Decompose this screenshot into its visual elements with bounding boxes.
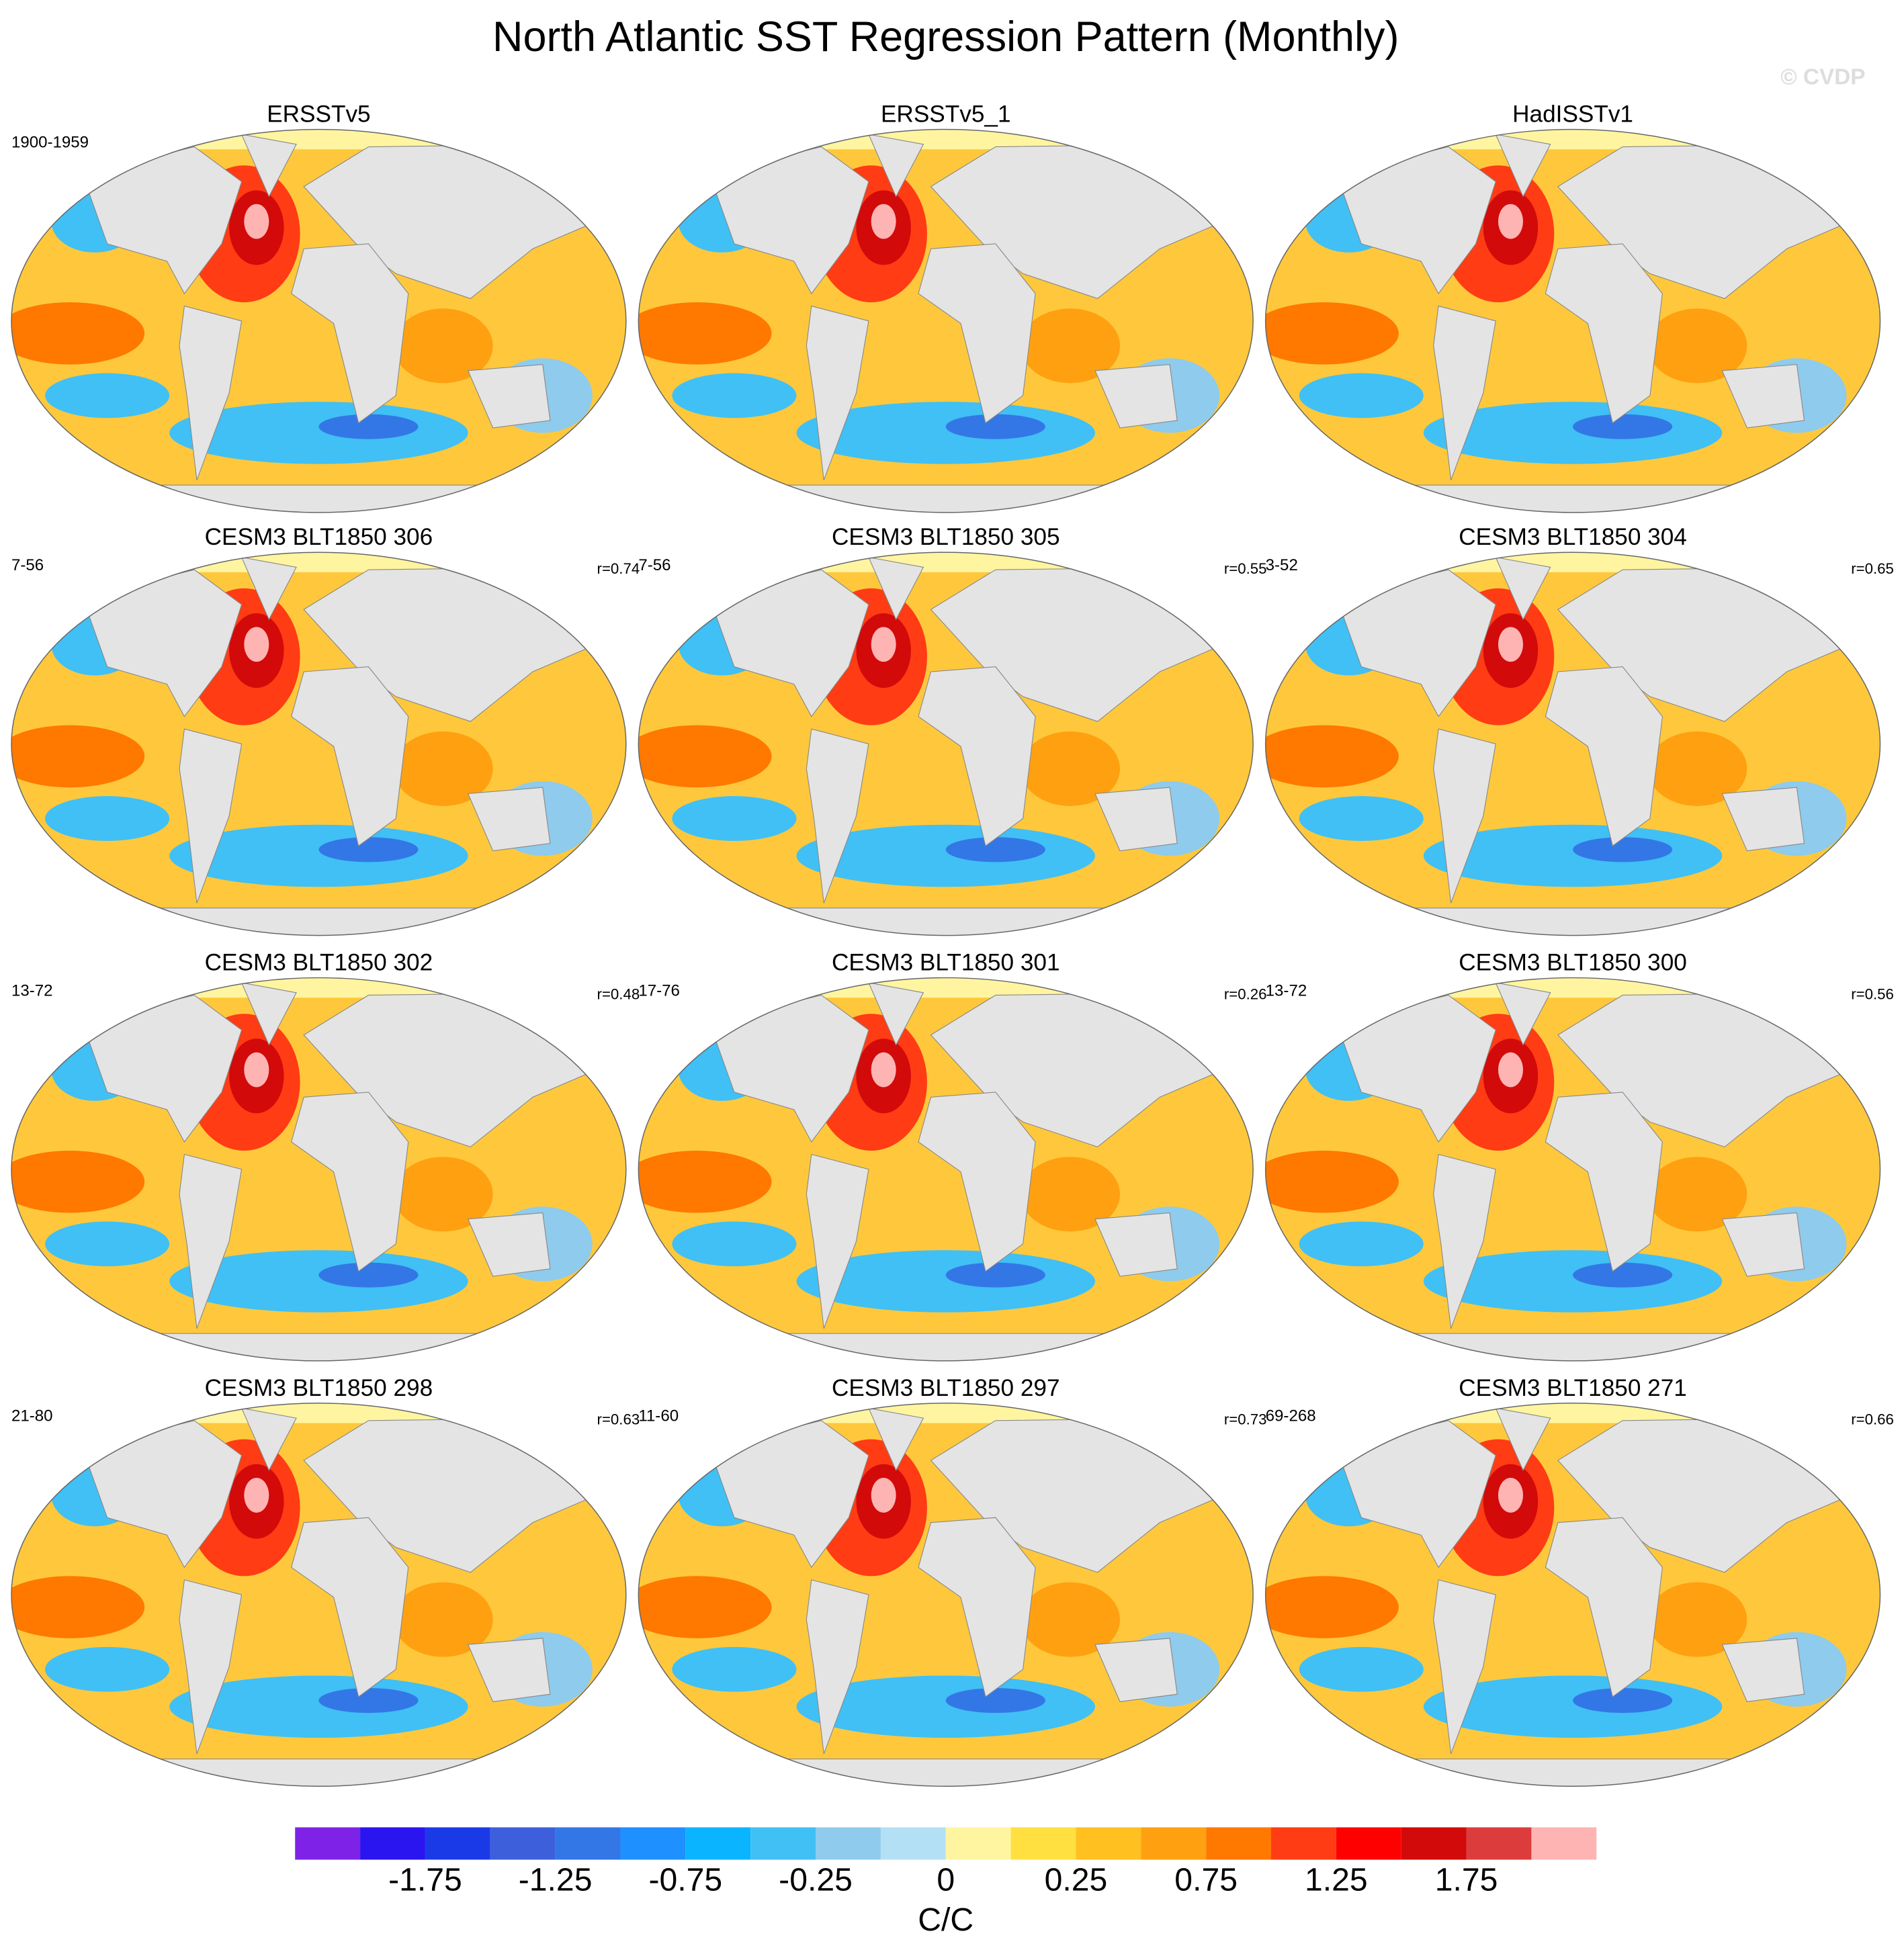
panel-period: 21-80	[11, 1407, 53, 1425]
watermark: © CVDP	[1780, 64, 1865, 89]
panel-correlation: r=0.63	[597, 1411, 640, 1428]
panel-title: CESM3 BLT1850 305	[832, 524, 1060, 550]
colorbar-box	[490, 1827, 556, 1860]
colorbar-box	[1531, 1827, 1597, 1860]
colorbar-box	[1010, 1827, 1076, 1860]
map-panel	[0, 1396, 630, 1794]
colorbar-box	[1206, 1827, 1271, 1860]
panel-correlation: r=0.56	[1851, 985, 1894, 1002]
panel-correlation: r=0.26	[1224, 985, 1267, 1002]
colorbar-box	[555, 1827, 621, 1860]
colorbar-box	[1401, 1827, 1467, 1860]
panel-period: 3-52	[1266, 556, 1298, 574]
panel-title: ERSSTv5	[267, 101, 370, 128]
panel-period: 69-268	[1266, 1407, 1316, 1425]
colorbar-box	[1141, 1827, 1207, 1860]
colorbar-box	[620, 1827, 686, 1860]
colorbar-tick-label: 1.25	[1305, 1862, 1368, 1898]
panel-period: 1900-1959	[11, 133, 89, 151]
colorbar-tick-label: 0	[937, 1862, 955, 1898]
panel-correlation: r=0.55	[1224, 560, 1267, 577]
panel-correlation: r=0.73	[1224, 1411, 1267, 1428]
colorbar-box	[360, 1827, 425, 1860]
panel-title: CESM3 BLT1850 301	[832, 949, 1060, 975]
map-panel	[622, 545, 1256, 943]
map-panel	[622, 1396, 1256, 1794]
panel-period: 7-56	[638, 556, 670, 574]
map-panel	[1250, 970, 1884, 1368]
colorbar-tick-label: 0.25	[1045, 1862, 1108, 1898]
panel-correlation: r=0.66	[1851, 1411, 1894, 1428]
colorbar-box	[425, 1827, 490, 1860]
colorbar-box	[1336, 1827, 1401, 1860]
map-panel	[0, 970, 630, 1368]
panel-title: CESM3 BLT1850 271	[1459, 1375, 1687, 1401]
panel-title: CESM3 BLT1850 304	[1459, 524, 1687, 550]
colorbar-box	[880, 1827, 946, 1860]
colorbar-tick-label: -1.75	[388, 1862, 462, 1898]
colorbar-box	[1466, 1827, 1532, 1860]
colorbar-box	[816, 1827, 881, 1860]
panel-title: CESM3 BLT1850 300	[1459, 949, 1687, 975]
panel-period: 7-56	[11, 556, 44, 574]
colorbar-box	[685, 1827, 751, 1860]
panel-period: 11-60	[638, 1407, 679, 1425]
panel-title: CESM3 BLT1850 298	[205, 1375, 433, 1401]
colorbar-tick-label: -0.25	[779, 1862, 853, 1898]
map-panel	[0, 122, 630, 520]
panel-correlation: r=0.74	[597, 560, 640, 577]
colorbar-box	[295, 1827, 361, 1860]
colorbar-tick-label: 0.75	[1174, 1862, 1238, 1898]
colorbar-box	[1271, 1827, 1336, 1860]
map-panel	[1250, 122, 1884, 520]
map-panel	[0, 545, 630, 943]
map-panel	[1250, 1396, 1884, 1794]
panel-period: 17-76	[638, 981, 680, 1000]
colorbar-box	[750, 1827, 816, 1860]
panel-period: 13-72	[1266, 981, 1307, 1000]
panel-correlation: r=0.65	[1851, 560, 1894, 577]
colorbar-box	[945, 1827, 1011, 1860]
map-panel	[622, 122, 1256, 520]
panel-period: 13-72	[11, 981, 53, 1000]
panel-correlation: r=0.48	[597, 985, 640, 1002]
colorbar-tick-label: 1.75	[1435, 1862, 1498, 1898]
colorbar-tick-label: -1.25	[519, 1862, 593, 1898]
panel-title: CESM3 BLT1850 297	[832, 1375, 1060, 1401]
panel-title: HadISSTv1	[1512, 101, 1633, 128]
panel-title: ERSSTv5_1	[881, 101, 1011, 128]
colorbar-label: C/C	[918, 1902, 973, 1938]
panel-title: CESM3 BLT1850 302	[205, 949, 433, 975]
panel-title: CESM3 BLT1850 306	[205, 524, 433, 550]
colorbar-box	[1076, 1827, 1141, 1860]
colorbar-tick-label: -0.75	[648, 1862, 722, 1898]
map-panel	[622, 970, 1256, 1368]
figure-title: North Atlantic SST Regression Pattern (M…	[492, 13, 1399, 60]
map-panel	[1250, 545, 1884, 943]
